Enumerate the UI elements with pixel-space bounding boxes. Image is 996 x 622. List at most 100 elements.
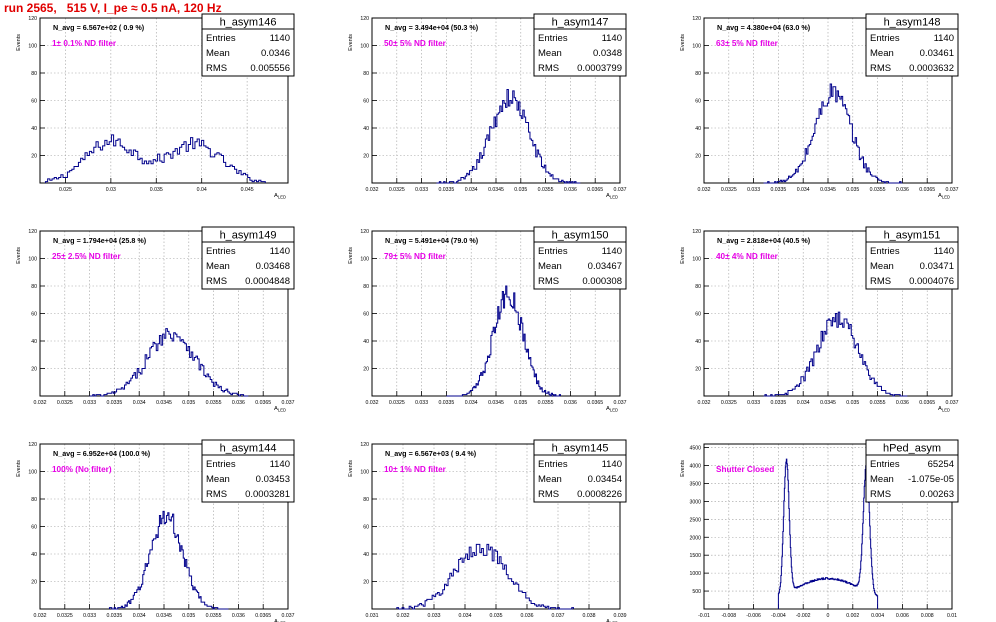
y-tick-label: 60 <box>31 99 37 105</box>
x-tick-label: 0.0355 <box>206 613 222 619</box>
y-tick-label: 4000 <box>689 464 701 470</box>
x-tick-label: 0.032 <box>698 187 711 193</box>
stats-label-entries: Entries <box>206 246 236 257</box>
y-tick-label: 40 <box>695 126 701 132</box>
x-tick-label: 0.01 <box>947 613 957 619</box>
y-tick-label: 20 <box>695 154 701 160</box>
y-tick-label: 20 <box>695 367 701 373</box>
stats-label-mean: Mean <box>206 48 230 59</box>
y-tick-label: 120 <box>28 442 37 448</box>
histogram-series <box>396 543 574 610</box>
x-tick-label: 0.035 <box>490 613 503 619</box>
y-tick-label: 40 <box>31 339 37 345</box>
stats-label-mean: Mean <box>538 474 562 485</box>
y-tick-label: 80 <box>363 497 369 503</box>
x-tick-label: 0.0365 <box>255 400 271 406</box>
x-axis-label: ALED <box>606 619 618 622</box>
stats-value-entries: 1140 <box>934 246 954 257</box>
filter-annotation: 50± 5% ND filter <box>384 39 447 48</box>
x-tick-label: 0.0355 <box>870 400 886 406</box>
stats-box-frame <box>533 13 627 77</box>
histogram-series <box>44 134 266 183</box>
y-tick-label: 100 <box>28 470 37 476</box>
y-tick-label: 120 <box>692 229 701 235</box>
x-tick-label: -0.008 <box>721 613 736 619</box>
stats-value-entries: 1140 <box>934 33 954 44</box>
panel-h_asym149: 0.032 0.0325 0.033 0.0335 0.034 0.0345 0.035 0.… <box>16 226 295 413</box>
x-axis-label: ALED <box>606 193 618 200</box>
x-tick-label: 0.036 <box>896 187 909 193</box>
histogram-series <box>89 328 249 397</box>
x-tick-label: 0.032 <box>698 400 711 406</box>
y-tick-label: 1000 <box>689 571 701 577</box>
x-tick-label: 0.0355 <box>206 400 222 406</box>
run-title: run 2565, 515 V, I_pe ≈ 0.5 nA, 120 Hz <box>4 1 222 15</box>
x-axis-label: ALED <box>606 406 618 413</box>
histogram-name: hPed_asym <box>883 443 941 455</box>
stats-box: h_asym145 Entries 1140 Mean 0.03454 RMS 0.0008… <box>533 439 627 503</box>
stats-label-entries: Entries <box>206 459 236 470</box>
stats-value-rms: 0.005556 <box>250 63 290 74</box>
stats-value-entries: 1140 <box>602 33 622 44</box>
filter-annotation: 100% (No filter) <box>52 465 112 474</box>
stats-label-rms: RMS <box>870 63 891 74</box>
y-tick-label: 20 <box>363 367 369 373</box>
x-tick-label: 0.0365 <box>587 187 603 193</box>
x-tick-label: 0.037 <box>552 613 565 619</box>
filter-annotation: 25± 2.5% ND filter <box>52 252 121 261</box>
x-tick-label: 0.0325 <box>57 613 73 619</box>
stats-label-entries: Entries <box>538 33 568 44</box>
x-tick-label: 0.0335 <box>770 400 786 406</box>
stats-value-rms: 0.0003632 <box>909 63 954 74</box>
stats-label-mean: Mean <box>206 261 230 272</box>
x-tick-label: 0.034 <box>797 400 810 406</box>
x-tick-label: 0.0355 <box>538 400 554 406</box>
x-tick-label: 0.0365 <box>919 187 935 193</box>
y-tick-label: 100 <box>692 257 701 263</box>
y-axis-label: Events <box>348 34 354 51</box>
stats-box: h_asym146 Entries 1140 Mean 0.0346 RMS 0.00555… <box>201 13 295 77</box>
x-tick-label: 0.0335 <box>770 187 786 193</box>
navg-text: N_avg = 1.794e+04 (25.8 %) <box>53 236 147 245</box>
stats-label-rms: RMS <box>206 63 227 74</box>
x-tick-label: 0.037 <box>946 187 959 193</box>
filter-annotation: Shutter Closed <box>716 465 774 474</box>
x-tick-label: 0.034 <box>797 187 810 193</box>
stats-value-rms: 0.0004076 <box>909 276 954 287</box>
stats-value-rms: 0.0003799 <box>577 63 622 74</box>
x-tick-label: 0.035 <box>182 613 195 619</box>
x-tick-label: 0.035 <box>182 400 195 406</box>
stats-label-rms: RMS <box>870 489 891 500</box>
x-tick-label: 0.034 <box>133 613 146 619</box>
y-tick-label: 100 <box>360 257 369 263</box>
x-tick-label: 0.037 <box>282 613 295 619</box>
x-tick-label: 0.006 <box>896 613 909 619</box>
y-tick-label: 20 <box>31 367 37 373</box>
stats-box: h_asym148 Entries 1140 Mean 0.03461 RMS 0.0003… <box>865 13 959 77</box>
stats-label-entries: Entries <box>206 33 236 44</box>
x-axis-label: ALED <box>274 193 286 200</box>
x-tick-label: 0.0365 <box>587 400 603 406</box>
x-tick-label: 0.0345 <box>488 400 504 406</box>
x-tick-label: 0.036 <box>896 400 909 406</box>
x-tick-label: 0.035 <box>846 187 859 193</box>
y-tick-label: 80 <box>363 284 369 290</box>
x-tick-label: 0.04 <box>197 187 207 193</box>
y-tick-label: 40 <box>695 339 701 345</box>
x-tick-label: 0.0345 <box>156 613 172 619</box>
x-tick-label: 0.03 <box>106 187 116 193</box>
stats-box-frame <box>533 439 627 503</box>
y-tick-label: 500 <box>692 589 701 595</box>
navg-text: N_avg = 6.567e+03 ( 9.4 %) <box>385 449 477 458</box>
x-tick-label: 0.0365 <box>255 613 271 619</box>
y-tick-label: 120 <box>360 16 369 22</box>
stats-label-mean: Mean <box>538 261 562 272</box>
x-tick-label: 0.0325 <box>389 187 405 193</box>
x-axis-label: ALED <box>274 619 286 622</box>
stats-label-mean: Mean <box>206 474 230 485</box>
x-tick-label: 0.035 <box>150 187 163 193</box>
stats-value-mean: 0.03471 <box>920 261 954 272</box>
y-tick-label: 2500 <box>689 517 701 523</box>
histogram-name: h_asym151 <box>884 230 941 242</box>
stats-value-entries: 1140 <box>270 246 290 257</box>
